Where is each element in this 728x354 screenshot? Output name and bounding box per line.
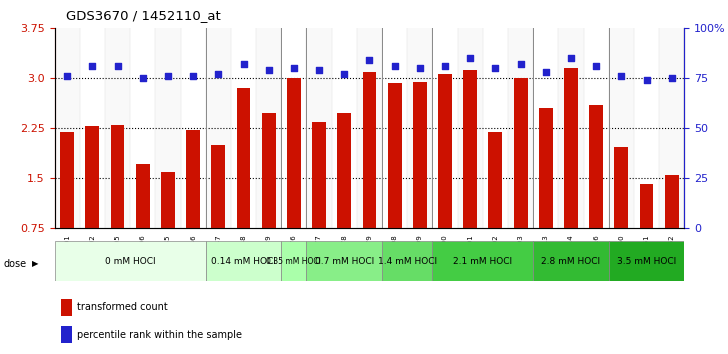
Text: ▶: ▶ [32,259,39,268]
Bar [231,28,256,228]
Bar [558,28,584,228]
Point [339,72,350,77]
Bar [432,28,458,228]
Bar [483,28,508,228]
Point [363,57,376,63]
Point [515,62,526,67]
Point [616,74,628,79]
Text: 0.7 mM HOCl: 0.7 mM HOCl [314,257,374,266]
Bar [136,164,150,228]
Bar [61,326,72,343]
Point [263,68,274,73]
Text: GDS3670 / 1452110_at: GDS3670 / 1452110_at [66,9,221,22]
Bar [206,28,231,228]
Bar [161,172,175,228]
Text: percentile rank within the sample: percentile rank within the sample [77,330,242,340]
Bar [85,126,99,228]
Point [389,63,400,69]
Point [590,63,602,69]
Bar [458,28,483,228]
Point [87,63,98,69]
Bar [181,28,206,228]
Text: 1.4 mM HOCl: 1.4 mM HOCl [378,257,437,266]
Point [313,68,325,73]
FancyBboxPatch shape [533,241,609,281]
Bar [413,82,427,228]
FancyBboxPatch shape [55,241,206,281]
Text: 2.1 mM HOCl: 2.1 mM HOCl [454,257,513,266]
Text: 3.5 mM HOCl: 3.5 mM HOCl [617,257,676,266]
FancyBboxPatch shape [281,241,306,281]
Point [61,74,73,79]
Bar [407,28,432,228]
Point [213,72,224,77]
Bar [60,132,74,228]
Bar [463,70,477,228]
Bar [488,132,502,228]
Bar [614,147,628,228]
Point [137,75,149,81]
Text: 0.35 mM HOCl: 0.35 mM HOCl [266,257,321,266]
Point [162,74,174,79]
FancyBboxPatch shape [306,241,382,281]
Point [187,74,199,79]
Bar [533,28,558,228]
Bar [130,28,155,228]
Point [464,56,476,61]
Bar [357,28,382,228]
Bar [287,78,301,228]
Bar [589,105,603,228]
Bar [438,74,452,228]
Text: 0.14 mM HOCl: 0.14 mM HOCl [211,257,276,266]
Point [439,63,451,69]
Bar [281,28,306,228]
Bar [564,68,578,228]
Bar [337,113,351,228]
FancyBboxPatch shape [382,241,432,281]
Bar [186,130,200,228]
Text: 0 mM HOCl: 0 mM HOCl [105,257,156,266]
Bar [111,125,124,228]
Bar [155,28,181,228]
Point [666,75,678,81]
Bar [61,299,72,315]
Bar [306,28,332,228]
Point [489,65,501,71]
Bar [55,28,80,228]
FancyBboxPatch shape [432,241,533,281]
Bar [256,28,281,228]
Bar [539,108,553,228]
Bar [382,28,407,228]
Point [288,65,300,71]
Bar [584,28,609,228]
Bar [514,78,528,228]
Point [414,65,426,71]
Point [565,56,577,61]
Point [641,78,652,83]
Text: dose: dose [4,259,27,269]
Point [540,69,552,75]
Point [237,62,249,67]
Bar [388,83,402,228]
Bar [211,145,225,228]
Bar [105,28,130,228]
FancyBboxPatch shape [609,241,684,281]
Point [112,63,124,69]
Bar [363,72,376,228]
Bar [312,122,326,228]
FancyBboxPatch shape [206,241,281,281]
Text: transformed count: transformed count [77,302,168,312]
Bar [80,28,105,228]
Bar [609,28,634,228]
Text: 2.8 mM HOCl: 2.8 mM HOCl [542,257,601,266]
Bar [640,184,654,228]
Bar [508,28,533,228]
Bar [665,175,678,228]
Bar [659,28,684,228]
Bar [332,28,357,228]
Bar [237,88,250,228]
Bar [262,113,276,228]
Bar [634,28,659,228]
